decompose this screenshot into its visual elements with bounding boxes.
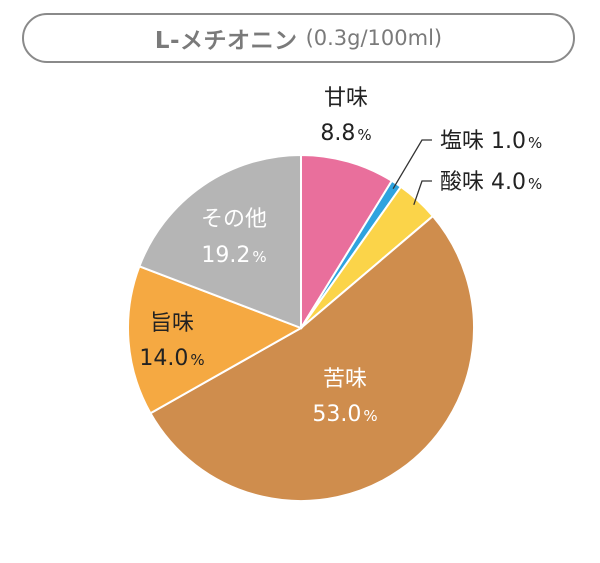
slice-label-3: 酸味 4.0% bbox=[440, 170, 542, 195]
chart-subtitle: (0.3g/100ml) bbox=[305, 26, 443, 50]
slice-name-6: その他 bbox=[201, 207, 267, 232]
slice-name-2: 塩味 bbox=[440, 129, 491, 154]
leader-line-3 bbox=[413, 180, 432, 206]
chart-title-box: L-メチオニン (0.3g/100ml) bbox=[22, 13, 575, 63]
pie-slice-5 bbox=[127, 265, 304, 415]
slice-unit-5: % bbox=[190, 351, 204, 369]
chart-title: L-メチオニン bbox=[154, 28, 298, 54]
slice-unit-6: % bbox=[252, 248, 266, 266]
slice-unit-3: % bbox=[528, 175, 542, 193]
slice-name-5: 旨味 bbox=[150, 311, 194, 336]
slice-label-2: 塩味 1.0% bbox=[440, 129, 542, 154]
slice-name-1: 甘味 bbox=[324, 86, 368, 111]
slice-name-4: 苦味 bbox=[323, 367, 367, 392]
slice-unit-2: % bbox=[528, 134, 542, 152]
leader-line-2 bbox=[392, 139, 432, 190]
slice-value-1: 8.8% bbox=[320, 121, 371, 146]
slice-value-2: 1.0 bbox=[491, 129, 526, 154]
pie-slice-4 bbox=[149, 214, 476, 503]
slice-value-4: 53.0% bbox=[312, 402, 377, 427]
slice-value-5: 14.0% bbox=[139, 346, 204, 371]
slice-unit-1: % bbox=[357, 126, 371, 144]
slice-unit-4: % bbox=[363, 407, 377, 425]
slice-value-6: 19.2% bbox=[201, 243, 266, 268]
slice-name-3: 酸味 bbox=[440, 170, 491, 195]
pie-slice-6 bbox=[138, 153, 302, 330]
slice-value-3: 4.0 bbox=[491, 170, 526, 195]
pie-slice-1 bbox=[300, 153, 394, 332]
